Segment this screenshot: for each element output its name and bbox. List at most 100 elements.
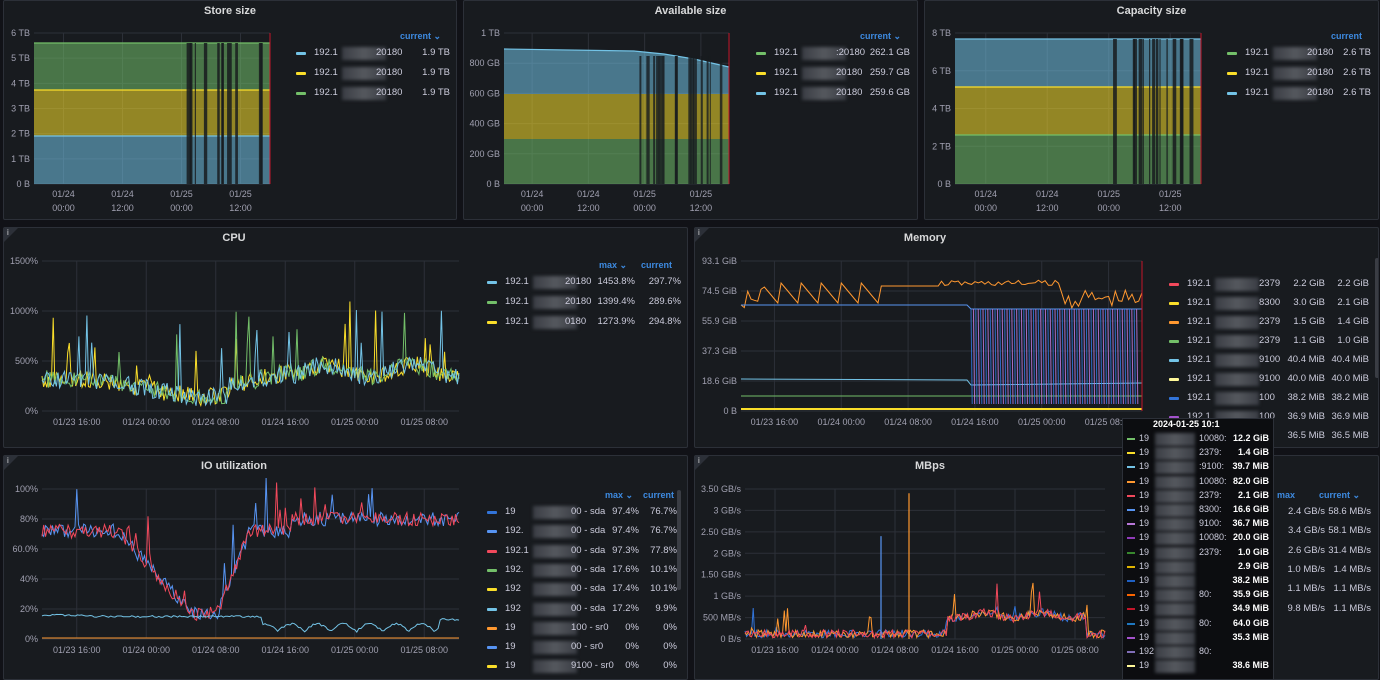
tooltip-series-prefix: 19 — [1139, 461, 1150, 472]
y-tick-label: 1500% — [10, 256, 38, 266]
legend-scrollbar[interactable] — [677, 490, 681, 590]
legend-item[interactable]: 19 00 - sr0 0% 0% — [487, 641, 677, 655]
legend-item[interactable]: 192.1 20180 2.6 TB — [1227, 47, 1377, 61]
legend-item[interactable]: 192.1 20180 1.9 TB — [296, 67, 456, 81]
legend-max-value: 3.4 GB/s — [1288, 525, 1325, 537]
info-icon[interactable]: i — [7, 456, 9, 465]
legend-max-header[interactable]: max ⌄ — [599, 260, 628, 270]
legend-item[interactable]: 19 9100 - sr0 0% 0% — [487, 660, 677, 674]
redacted-address — [1155, 603, 1195, 617]
tooltip-series-prefix: 19 — [1139, 546, 1150, 557]
legend-item[interactable]: 9.8 MB/s 1.1 MB/s — [1275, 603, 1375, 617]
legend-v2-value: 2.2 GiB — [1337, 278, 1369, 289]
legend-color-swatch — [1169, 397, 1179, 400]
legend-current-header[interactable]: current — [1331, 31, 1363, 41]
legend-item[interactable]: 192.1 8300 3.0 GiB 2.1 GiB — [1169, 297, 1369, 311]
legend-item[interactable]: 192.1 2379 2.2 GiB 2.2 GiB — [1169, 278, 1369, 292]
panel-title[interactable]: Capacity size — [1116, 5, 1187, 17]
stack-band — [955, 135, 1201, 184]
info-icon[interactable]: i — [698, 456, 700, 465]
legend-current-value: 10.1% — [650, 583, 677, 595]
panel-title[interactable]: IO utilization — [201, 460, 267, 472]
legend-current-value: 0% — [663, 641, 677, 653]
legend-color-swatch — [1169, 359, 1179, 362]
legend-max-header[interactable]: max ⌄ — [605, 490, 634, 500]
x-tick-label: 01/23 16:00 — [53, 417, 101, 427]
tooltip-series-suffix: 80: — [1199, 617, 1212, 628]
legend-item[interactable]: 1.0 MB/s 1.4 MB/s — [1275, 564, 1375, 578]
legend-current-value: 2.6 TB — [1343, 67, 1371, 78]
legend-item[interactable]: 192.1 20180 1399.4% 289.6% — [487, 296, 687, 310]
legend-item[interactable]: 2.4 GB/s 58.6 MB/s — [1275, 506, 1375, 520]
redacted-address — [1215, 316, 1259, 329]
legend-item[interactable]: 19 100 - sr0 0% 0% — [487, 621, 677, 636]
legend-v1-value: 36.5 MiB — [1287, 430, 1326, 441]
legend-item[interactable]: 3.4 GB/s 58.1 MB/s — [1275, 525, 1375, 539]
legend-item[interactable]: 192.1 100 38.2 MiB 38.2 MiB — [1169, 392, 1369, 406]
legend-item[interactable]: 192.1 20180 1.9 TB — [296, 47, 456, 61]
legend-max-header[interactable]: max — [1277, 490, 1296, 500]
panel-title[interactable]: Memory — [903, 232, 947, 244]
capacity-chart: 8 TB 6 TB 4 TB 2 TB 0 B 01/24 00:00 01/24 12:00 0… — [932, 28, 1202, 213]
info-corner[interactable] — [695, 228, 709, 242]
redacted-address — [533, 544, 577, 558]
legend-current-value: 77.8% — [650, 544, 677, 556]
legend-current-header[interactable]: current ⌄ — [860, 31, 902, 41]
legend-item[interactable]: 192.1 2379 1.1 GiB 1.0 GiB — [1169, 335, 1369, 349]
tooltip-series-suffix: 80: — [1199, 646, 1212, 656]
legend-item[interactable]: 192.1 20180 1453.8% 297.7% — [487, 276, 687, 290]
redacted-address — [533, 506, 577, 519]
x-tick-label: 01/25 00:00 — [1018, 417, 1066, 427]
legend-series-prefix: 192.1 — [505, 276, 529, 287]
panel-title[interactable]: CPU — [222, 232, 246, 244]
stack-band — [34, 43, 270, 90]
tooltip-value: 1.4 GiB — [1237, 447, 1269, 458]
legend-item[interactable]: 192 00 - sda 17.2% 9.9% — [487, 602, 677, 617]
redacted-address — [802, 47, 846, 60]
info-corner[interactable] — [695, 456, 709, 470]
panel-title[interactable]: Available size — [654, 5, 727, 17]
legend-item[interactable]: 192.1 20180 1.9 TB — [296, 87, 456, 101]
info-icon[interactable]: i — [7, 228, 9, 237]
tooltip-value: 35.3 MiB — [1232, 631, 1269, 642]
legend-item[interactable]: 192 00 - sda 17.4% 10.1% — [487, 583, 677, 597]
legend-color-swatch — [487, 626, 497, 630]
y-tick-label: 800 GB — [469, 58, 500, 68]
legend-current-header[interactable]: current — [641, 260, 673, 270]
legend-series-suffix: 9100 — [1259, 373, 1281, 384]
memory-chart: 93.1 GiB 74.5 GiB 55.9 GiB 37.3 GiB 18.6 GiB… — [702, 256, 1143, 427]
legend-item[interactable]: 192.1 00 - sda 97.3% 77.8% — [487, 544, 677, 559]
legend-item[interactable]: 192. 00 - sda 17.6% 10.1% — [487, 563, 677, 578]
legend-item[interactable]: 192.1 9100 40.4 MiB 40.4 MiB — [1169, 354, 1369, 368]
legend-item[interactable]: 192.1 20180 259.7 GB — [756, 67, 916, 81]
legend-item[interactable]: 2.6 GB/s 31.4 MB/s — [1275, 545, 1375, 559]
legend-item[interactable]: 192.1 20180 2.6 TB — [1227, 67, 1377, 81]
panel-title[interactable]: MBps — [915, 460, 945, 472]
legend-current-value: 2.6 TB — [1343, 47, 1371, 58]
info-corner[interactable] — [4, 456, 18, 470]
tooltip-row: 19 2.9 GiB — [1127, 560, 1269, 574]
legend-item[interactable]: 1.1 MB/s 1.1 MB/s — [1275, 583, 1375, 597]
legend-item[interactable]: 19 00 - sda 97.4% 76.7% — [487, 506, 677, 520]
x-tick-label: 01/24 08:00 — [192, 645, 240, 655]
legend-max-value: 1273.9% — [597, 316, 635, 327]
y-tick-label: 0% — [25, 634, 38, 644]
legend-current-header[interactable]: current ⌄ — [400, 31, 442, 41]
legend-current-header[interactable]: current ⌄ — [1319, 490, 1361, 500]
legend-item[interactable]: 192.1 2379 1.5 GiB 1.4 GiB — [1169, 316, 1369, 330]
legend-item[interactable]: 192.1 9100 40.0 MiB 40.0 MiB — [1169, 373, 1369, 387]
info-corner[interactable] — [4, 228, 18, 242]
legend-series-prefix: 19 — [505, 641, 516, 653]
legend-v2-value: 1.0 GiB — [1337, 335, 1369, 346]
legend-item[interactable]: 192.1:20180 262.1 GB — [756, 47, 916, 61]
legend-item[interactable]: 192. 00 - sda 97.4% 76.7% — [487, 525, 677, 539]
legend-current-header[interactable]: current — [643, 490, 675, 500]
info-icon[interactable]: i — [698, 228, 700, 237]
legend-scrollbar[interactable] — [1375, 258, 1378, 378]
panel-title[interactable]: Store size — [204, 5, 256, 17]
x-tick-label: 01/25 — [633, 189, 656, 199]
y-tick-label: 500% — [15, 356, 38, 366]
legend-item[interactable]: 192.1 0180 1273.9% 294.8% — [487, 316, 687, 330]
legend-item[interactable]: 192.1 20180 259.6 GB — [756, 87, 916, 101]
legend-item[interactable]: 192.1 20180 2.6 TB — [1227, 87, 1377, 101]
